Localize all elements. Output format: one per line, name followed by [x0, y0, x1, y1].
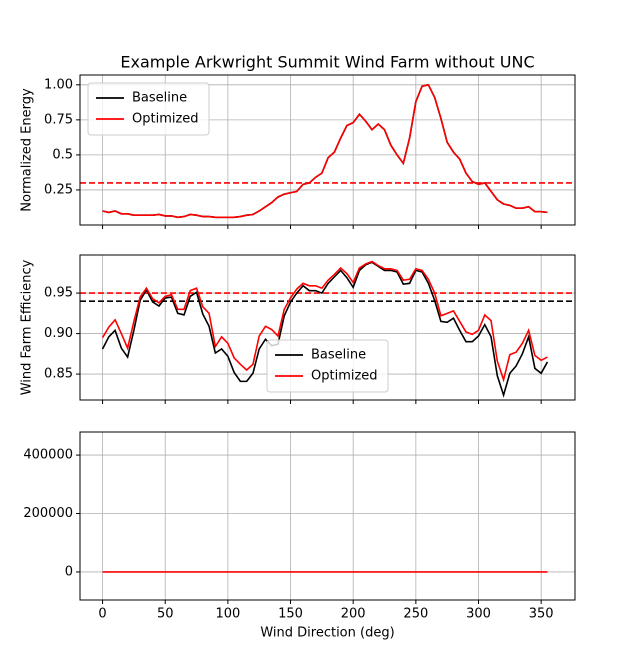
legend-label: Baseline	[311, 348, 366, 363]
y-tick-label: 400000	[23, 448, 73, 463]
axes-frame	[79, 74, 576, 226]
x-tick-label: 0	[98, 607, 106, 622]
axes-frame	[79, 431, 576, 601]
legend: Baseline Optimized	[87, 82, 210, 136]
axes-frame	[79, 254, 576, 401]
x-tick-label: 50	[157, 607, 174, 622]
data-line	[101, 261, 549, 398]
y-tick-label: 0.95	[44, 286, 73, 301]
legend-label: Optimized	[132, 112, 199, 127]
plot-area	[80, 83, 575, 219]
y-tick-label: 1.00	[44, 77, 73, 92]
y-tick-label: 0.85	[44, 367, 73, 382]
legend-label: Optimized	[311, 369, 378, 384]
data-line	[102, 83, 548, 219]
x-tick-label: 100	[215, 607, 240, 622]
legend-box	[87, 82, 210, 136]
x-tick-label: 250	[403, 607, 428, 622]
legend: Baseline Optimized	[266, 339, 389, 393]
y-tick-label: 0.90	[44, 326, 73, 341]
x-tick-label: 150	[278, 607, 303, 622]
x-tick-label: 350	[529, 607, 554, 622]
plot-area	[80, 260, 575, 398]
y-axis-label: Wind Farm Efficiency	[20, 259, 35, 395]
y-tick-label: 200000	[23, 506, 73, 521]
data-line	[101, 260, 548, 383]
y-tick-label: 0	[65, 564, 73, 579]
chart-title: Example Arkwright Summit Wind Farm witho…	[120, 53, 534, 72]
x-tick-label: 200	[341, 607, 366, 622]
y-tick-label: 0.5	[52, 147, 73, 162]
y-tick-label: 0.75	[44, 112, 73, 127]
legend-label: Baseline	[132, 91, 187, 106]
legend-box	[266, 339, 389, 393]
y-axis-label: Normalized Energy	[20, 88, 35, 212]
x-axis-label: Wind Direction (deg)	[260, 626, 394, 641]
y-tick-label: 0.25	[44, 182, 73, 197]
x-tick-label: 300	[466, 607, 491, 622]
